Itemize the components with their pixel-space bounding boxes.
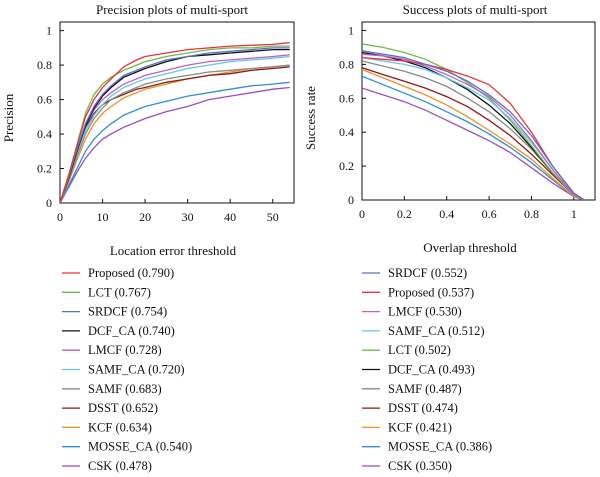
precision-legend-entry: DCF_CA (0.740) xyxy=(88,324,175,338)
success-legend-entry: CSK (0.350) xyxy=(388,459,452,473)
precision-chart-title: Precision plots of multi-sport xyxy=(96,2,248,17)
success-series-line-kcf xyxy=(362,68,585,200)
precision-legend-entry: DSST (0.652) xyxy=(88,401,158,415)
success-legend-entry: LMCF (0.530) xyxy=(388,305,462,319)
precision-series-line-mosse-ca xyxy=(60,81,290,203)
success-legend-entry: LCT (0.502) xyxy=(388,343,451,357)
success-series-line-srdcf xyxy=(362,50,585,200)
success-x-tick-label: 0.2 xyxy=(397,207,412,221)
precision-y-tick-label: 1 xyxy=(46,24,52,38)
success-series-line-lmcf xyxy=(362,53,585,200)
precision-x-tick-label: 30 xyxy=(182,210,194,224)
success-chart: Success plots of multi-sport Success rat… xyxy=(303,2,596,473)
precision-chart-ylabel: Precision xyxy=(1,93,16,142)
success-y-tick-label: 0.4 xyxy=(339,125,354,139)
precision-series-line-csk xyxy=(60,86,290,203)
success-legend-entry: SRDCF (0.552) xyxy=(388,266,467,280)
success-chart-title: Success plots of multi-sport xyxy=(403,2,548,17)
precision-y-tick-label: 0 xyxy=(46,196,52,210)
precision-series-line-samf-ca xyxy=(60,55,290,203)
precision-legend-entry: LMCF (0.728) xyxy=(88,343,162,357)
precision-y-tick-label: 0.6 xyxy=(37,93,52,107)
success-legend-entry: SAMF_CA (0.512) xyxy=(388,324,485,338)
success-series-line-csk xyxy=(362,87,585,200)
precision-x-tick-label: 10 xyxy=(97,210,109,224)
success-chart-xlabel: Overlap threshold xyxy=(423,240,517,255)
precision-legend-entry: SAMF_CA (0.720) xyxy=(88,363,185,377)
precision-legend-entry: Proposed (0.790) xyxy=(88,266,174,280)
precision-x-tick-label: 0 xyxy=(57,210,63,224)
success-x-tick-label: 1 xyxy=(571,207,577,221)
precision-series-line-dsst xyxy=(60,66,290,203)
precision-series-line-proposed xyxy=(60,42,290,203)
success-y-tick-label: 0.8 xyxy=(339,57,354,71)
precision-x-tick-label: 20 xyxy=(139,210,151,224)
precision-series-line-lct xyxy=(60,45,290,203)
precision-x-tick-label: 40 xyxy=(224,210,236,224)
precision-series-line-samf xyxy=(60,64,290,203)
success-x-tick-label: 0 xyxy=(359,207,365,221)
precision-series-line-dcf-ca xyxy=(60,48,290,203)
success-legend-entry: DSST (0.474) xyxy=(388,401,458,415)
precision-y-tick-label: 0.4 xyxy=(37,127,52,141)
success-chart-ylabel: Success rate xyxy=(303,86,318,150)
precision-y-tick-label: 0.2 xyxy=(37,162,52,176)
precision-legend-entry: LCT (0.767) xyxy=(88,285,151,299)
success-legend-entry: KCF (0.421) xyxy=(388,420,452,434)
precision-series-line-srdcf xyxy=(60,47,290,203)
precision-chart-xlabel: Location error threshold xyxy=(110,243,237,258)
success-axes-frame xyxy=(361,21,596,201)
success-y-tick-label: 0 xyxy=(348,193,354,207)
success-x-tick-label: 0.8 xyxy=(524,207,539,221)
precision-legend-entry: MOSSE_CA (0.540) xyxy=(88,440,192,454)
precision-legend-entry: SAMF (0.683) xyxy=(88,382,162,396)
precision-x-tick-label: 50 xyxy=(267,210,279,224)
success-x-tick-label: 0.4 xyxy=(439,207,454,221)
success-y-tick-label: 0.6 xyxy=(339,91,354,105)
success-x-tick-label: 0.6 xyxy=(482,207,497,221)
precision-chart: Precision plots of multi-sport Precision… xyxy=(1,2,295,473)
success-series-line-dsst xyxy=(362,67,585,200)
success-legend-entry: DCF_CA (0.493) xyxy=(388,363,475,377)
success-y-tick-label: 0.2 xyxy=(339,159,354,173)
success-series-line-mosse-ca xyxy=(362,75,585,200)
precision-legend-entry: KCF (0.634) xyxy=(88,420,152,434)
precision-y-tick-label: 0.8 xyxy=(37,58,52,72)
success-legend-entry: Proposed (0.537) xyxy=(388,285,474,299)
precision-legend-entry: CSK (0.478) xyxy=(88,459,152,473)
precision-series-line-kcf xyxy=(60,64,290,203)
success-y-tick-label: 1 xyxy=(348,23,354,37)
precision-legend-entry: SRDCF (0.754) xyxy=(88,305,167,319)
precision-axes-frame xyxy=(59,21,295,204)
success-legend-entry: MOSSE_CA (0.386) xyxy=(388,440,492,454)
success-legend-entry: SAMF (0.487) xyxy=(388,382,462,396)
